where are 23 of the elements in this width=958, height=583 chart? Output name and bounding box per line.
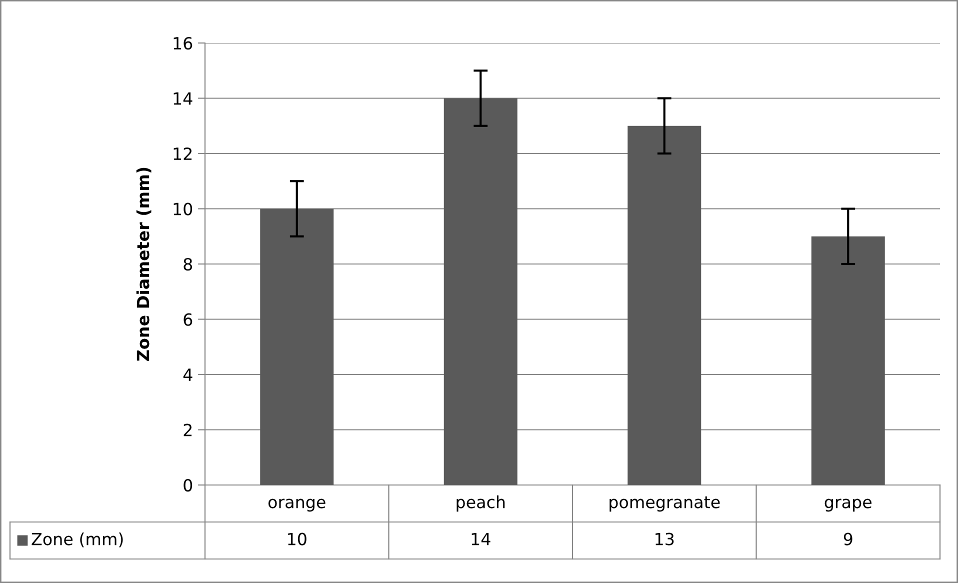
- y-tick-label: 16: [174, 36, 192, 50]
- y-tick-label: 6: [184, 313, 192, 326]
- y-tick-label: 0: [184, 478, 192, 492]
- x-tick-label: pomegranate: [610, 496, 720, 512]
- y-axis-title: Zone Diameter (mm): [136, 168, 152, 361]
- y-tick-label: 8: [184, 258, 192, 271]
- y-tick-label: 2: [184, 424, 192, 436]
- data-label: 9: [844, 532, 852, 546]
- data-label: 13: [656, 532, 674, 546]
- bar: [444, 98, 518, 485]
- x-tick-label: peach: [456, 495, 505, 512]
- y-tick-label: 12: [174, 147, 192, 160]
- y-tick-label: 10: [174, 202, 192, 216]
- x-tick-label: orange: [268, 498, 326, 512]
- bar: [628, 126, 702, 485]
- bar: [260, 208, 334, 485]
- y-tick-label: 14: [174, 92, 192, 105]
- bar: [811, 236, 885, 485]
- data-label: 14: [472, 532, 490, 546]
- x-tick-label: grape: [824, 498, 872, 512]
- legend-label: Zone (mm): [32, 532, 123, 548]
- y-tick-label: 4: [183, 368, 192, 381]
- data-label: 10: [288, 532, 306, 546]
